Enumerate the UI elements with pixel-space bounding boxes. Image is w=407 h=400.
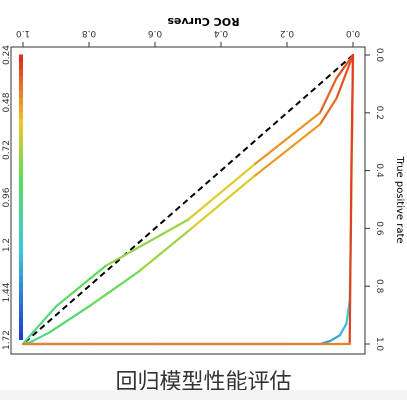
colorbar-segment: [19, 54, 23, 63]
colorbar-segment: [19, 118, 23, 127]
plot-frame: [10, 46, 366, 355]
roc-curve-segment: [335, 53, 355, 80]
y-tick-label: 1.0: [374, 337, 384, 352]
colorbar-segment: [19, 246, 23, 255]
roc-curve-segment: [318, 97, 338, 126]
colorbar-segment: [19, 282, 23, 291]
roc-curve-segment: [186, 163, 256, 221]
colorbar-segment: [19, 197, 23, 205]
colorbar-segment: [19, 132, 23, 141]
y-tick-label: 0.4: [374, 163, 384, 178]
roc-curve-segment: [350, 53, 355, 172]
colorbar-group: 0.24 0.48 0.72 0.96 1.2 1.44 1.72: [2, 45, 23, 350]
roc-curve-segment: [186, 175, 256, 233]
roc-curve-segment: [31, 305, 58, 334]
diagonal-group: [22, 54, 354, 345]
colorbar-segment: [19, 97, 23, 105]
colorbar-segment: [19, 175, 23, 184]
x-tick-label: 0.6: [148, 28, 163, 38]
roc-curve-segment: [328, 334, 341, 343]
colorbar-tick-label: 1.72: [2, 330, 12, 350]
colorbar-segment: [19, 332, 23, 340]
chart-title: ROC Curves: [167, 15, 240, 28]
colorbar-segment: [19, 289, 23, 298]
colorbar-segment: [19, 125, 23, 134]
roc-curve-segment: [318, 77, 338, 114]
colorbar-segment: [19, 189, 23, 198]
roc-curve-segment: [137, 230, 190, 273]
y-tick-label: 0.2: [374, 106, 384, 120]
colorbar-segment: [19, 204, 23, 212]
colorbar-segment: [19, 75, 23, 84]
roc-curve-segment: [21, 331, 34, 346]
colorbar-segment: [19, 225, 23, 234]
colorbar-segment: [19, 318, 23, 326]
colorbar-segment: [19, 325, 23, 333]
colorbar-segment: [19, 211, 23, 219]
y-tick-label: 0.8: [374, 279, 384, 294]
colorbar-segment: [19, 104, 23, 112]
roc-curve-segment: [335, 53, 355, 100]
colorbar-segment: [19, 182, 23, 191]
roc-curve-segment: [48, 305, 91, 334]
y-axis-label: True positive rate: [394, 155, 405, 243]
roc-curve-segment: [54, 264, 107, 308]
colorbar-segment: [19, 232, 23, 241]
colorbar-segment: [19, 61, 23, 70]
axis-group: 0.0 0.2 0.4 0.6 0.8 1.0 0.0 0.2 0.4 0.6 0.8 1.0: [16, 28, 384, 351]
x-tick-label: 0.8: [82, 28, 97, 38]
colorbar-segment: [19, 68, 23, 77]
roc-curve-segment: [252, 123, 322, 178]
colorbar-tick-label: 0.72: [2, 140, 12, 160]
colorbar-segment: [19, 254, 23, 262]
diagonal-line: [22, 54, 354, 345]
roc-curve-segment: [338, 322, 348, 337]
colorbar-segment: [19, 218, 23, 226]
colorbar-segment: [19, 311, 23, 319]
y-tick-label: 0.6: [374, 221, 384, 236]
colorbar-segment: [19, 268, 23, 276]
colorbar-segment: [19, 161, 23, 169]
colorbar-segment: [19, 168, 23, 177]
roc-curve-segment: [87, 270, 140, 308]
colorbar-tick-label: 1.44: [2, 282, 12, 302]
colorbar-segment: [19, 111, 23, 120]
x-tick-label: 0.4: [214, 28, 229, 38]
roc-curve-segment: [348, 169, 353, 346]
colorbar-segment: [19, 296, 23, 305]
colorbar-tick-label: 0.48: [2, 92, 12, 112]
colorbar-segment: [19, 140, 23, 148]
colorbar-segment: [19, 303, 23, 312]
colorbar-tick-label: 0.24: [2, 45, 12, 65]
colorbar-segment: [19, 90, 23, 98]
colorbar-segment: [19, 239, 23, 248]
colorbar-segment: [19, 83, 23, 91]
x-tick-label: 1.0: [16, 28, 31, 38]
colorbar-segment: [19, 275, 23, 283]
colorbar-segment: [19, 261, 23, 269]
x-tick-label: 0.0: [346, 28, 361, 38]
roc-curve-segment: [252, 111, 322, 166]
colorbar-segment: [19, 154, 23, 162]
bottom-strip: [0, 390, 407, 400]
roc-curves-group: [21, 53, 355, 346]
y-tick-label: 0.0: [374, 48, 384, 63]
colorbar-segment: [19, 147, 23, 155]
colorbar-tick-label: 0.96: [2, 187, 12, 207]
roc-curve-segment: [104, 218, 190, 268]
colorbar-tick-label: 1.2: [2, 238, 12, 252]
roc-curve-segment: [28, 331, 51, 344]
x-tick-label: 0.2: [280, 28, 294, 38]
